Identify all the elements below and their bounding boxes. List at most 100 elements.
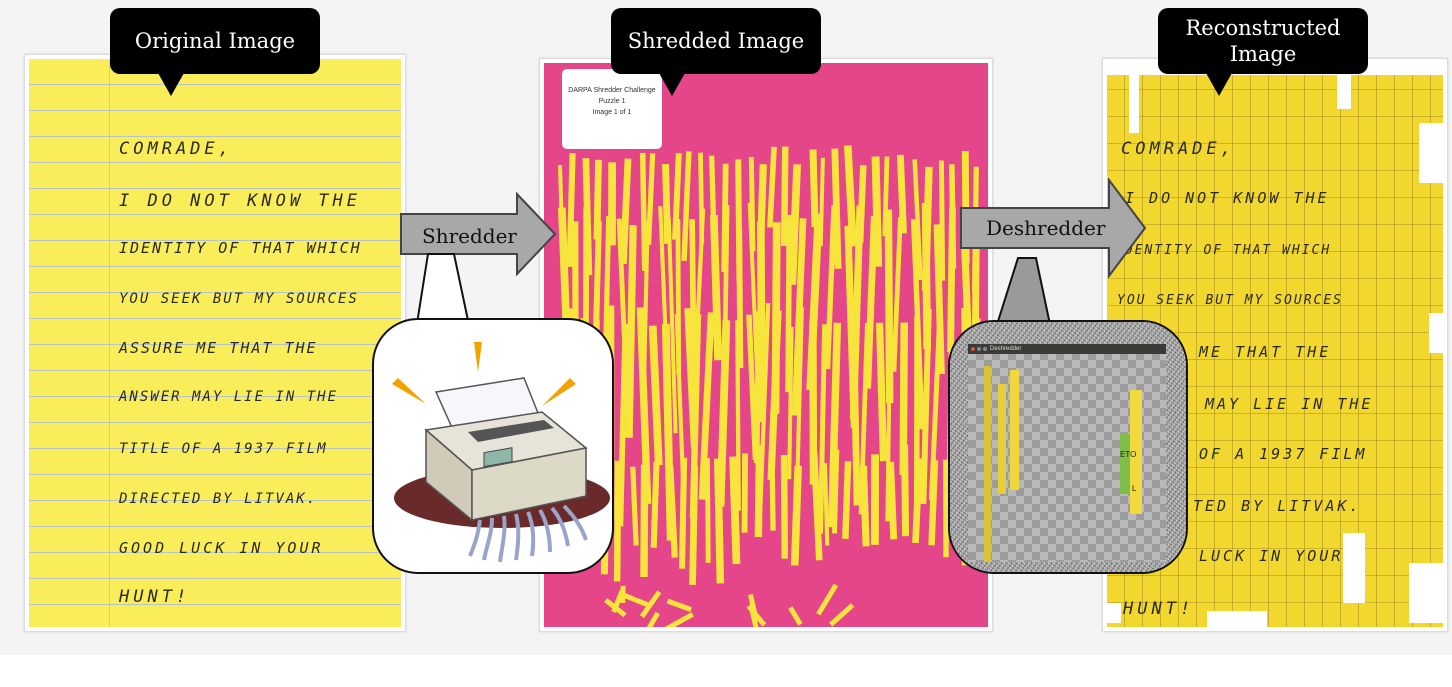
shred-strip xyxy=(689,466,699,586)
shred-strip xyxy=(827,322,842,528)
note-line: ANSWER MAY LIE IN THE xyxy=(119,389,339,405)
shred-strip xyxy=(698,312,715,500)
shred-strip xyxy=(876,322,888,462)
minimize-icon[interactable] xyxy=(977,347,981,351)
shred-strip xyxy=(947,207,956,353)
puzzle-card-line: DARPA Shredder Challenge xyxy=(568,87,656,94)
shred-scrap xyxy=(828,603,855,627)
shred-strip xyxy=(822,463,830,546)
note-line: ASSURE ME THAT THE xyxy=(119,339,318,357)
reconstructed-line: COMRADE, xyxy=(1121,139,1235,159)
shred-strip xyxy=(593,159,602,240)
deshredder-arrow xyxy=(960,178,1147,278)
shred-strip xyxy=(704,458,711,563)
shred-strip xyxy=(849,309,861,506)
figure-caption-fragment xyxy=(0,668,1452,687)
shred-strip xyxy=(809,322,818,485)
shred-strip xyxy=(767,310,782,480)
shred-scrap xyxy=(639,590,662,619)
paper-shredder-icon xyxy=(392,342,610,563)
shred-strip xyxy=(928,317,943,500)
reconstructed-line: IDENTITY OF THAT WHICH xyxy=(1115,243,1332,258)
shred-strip xyxy=(769,449,776,531)
shred-strip xyxy=(714,458,725,584)
shredded-image-callout: Shredded Image xyxy=(611,8,821,96)
pink-shred-board xyxy=(544,63,988,627)
strip[interactable] xyxy=(1130,390,1142,514)
shred-strip xyxy=(912,458,923,544)
shred-strip xyxy=(753,311,762,464)
note-line: IDENTITY OF THAT WHICH xyxy=(119,239,362,257)
yellow-legal-pad xyxy=(29,59,401,627)
shred-strip xyxy=(667,465,678,558)
shred-strip xyxy=(636,307,652,504)
shred-strip xyxy=(780,455,789,559)
original-image-callout-text: Original Image xyxy=(134,28,296,53)
deshredder-titlebar: Deshredder xyxy=(968,344,1166,354)
reconstructed-line: ME THAT THE xyxy=(1199,343,1332,361)
shred-strip xyxy=(630,466,639,546)
shred-strip xyxy=(787,326,794,480)
shred-scrap xyxy=(788,606,803,626)
missing-gap xyxy=(1409,563,1443,623)
puzzle-label-card: DARPA Shredder Challenge Puzzle 1 Image … xyxy=(562,69,662,149)
strip[interactable] xyxy=(1010,370,1019,490)
shred-strip xyxy=(709,214,723,361)
note-line: HUNT! xyxy=(119,587,191,607)
note-line: DIRECTED BY LITVAK. xyxy=(119,491,318,507)
shredder-bubble xyxy=(372,318,614,574)
shred-strip xyxy=(859,465,870,547)
shred-scrap xyxy=(747,593,760,623)
shred-strip xyxy=(933,224,945,375)
shred-strip xyxy=(741,453,748,533)
shred-strip xyxy=(672,153,682,240)
shred-strip xyxy=(666,217,678,434)
reconstructed-line: MAY LIE IN THE xyxy=(1205,395,1374,413)
missing-gap xyxy=(1207,611,1267,627)
strip[interactable] xyxy=(998,384,1006,494)
puzzle-card-line: Image 1 of 1 xyxy=(592,109,632,117)
reconstructed-line: TED BY LITVAK. xyxy=(1193,497,1362,515)
shred-strip xyxy=(887,461,898,540)
note-line: COMRADE, xyxy=(119,139,233,159)
shred-strip xyxy=(640,464,649,578)
reconstructed-image-callout-line1: Reconstructed xyxy=(1185,15,1341,40)
shred-strip xyxy=(818,324,828,534)
missing-gap xyxy=(1419,123,1443,183)
shredded-image-callout-text: Shredded Image xyxy=(627,28,805,53)
shred-strip xyxy=(896,154,907,234)
shred-strip xyxy=(824,204,837,370)
shred-strip xyxy=(754,444,764,538)
shred-strip xyxy=(810,452,823,561)
shred-strip xyxy=(613,460,622,582)
shred-strip xyxy=(920,308,932,505)
strip[interactable] xyxy=(984,366,991,562)
shred-scrap xyxy=(749,608,762,627)
shred-strip xyxy=(912,159,923,281)
strip-text: ETO xyxy=(1120,450,1137,459)
shred-strip xyxy=(809,149,819,228)
missing-gap xyxy=(1337,69,1351,109)
maximize-icon[interactable] xyxy=(983,347,987,351)
close-icon[interactable] xyxy=(971,347,975,351)
reconstructed-line: LUCK IN YOUR xyxy=(1199,547,1344,565)
shred-scrap xyxy=(664,612,694,627)
shred-scrap xyxy=(622,592,649,608)
note-line: GOOD LUCK IN YOUR xyxy=(119,539,324,557)
shred-strip xyxy=(625,224,637,438)
shred-strip xyxy=(650,461,660,548)
shred-strip xyxy=(729,456,741,565)
original-image-callout: Original Image xyxy=(110,8,320,96)
reconstructed-image-callout: Reconstructed Image xyxy=(1158,8,1368,96)
shredder-arrow-label: Shredder xyxy=(422,224,517,248)
shred-scrap xyxy=(611,589,625,614)
deshredder-arrow-label: Deshredder xyxy=(986,216,1106,240)
strip[interactable] xyxy=(1120,434,1130,494)
missing-gap xyxy=(1429,313,1443,353)
shred-scrap xyxy=(816,583,839,616)
shred-strip xyxy=(885,316,893,522)
shred-scrap xyxy=(666,598,693,612)
shred-strip xyxy=(928,460,939,546)
shred-strip xyxy=(794,307,804,507)
shred-strip xyxy=(791,218,807,416)
